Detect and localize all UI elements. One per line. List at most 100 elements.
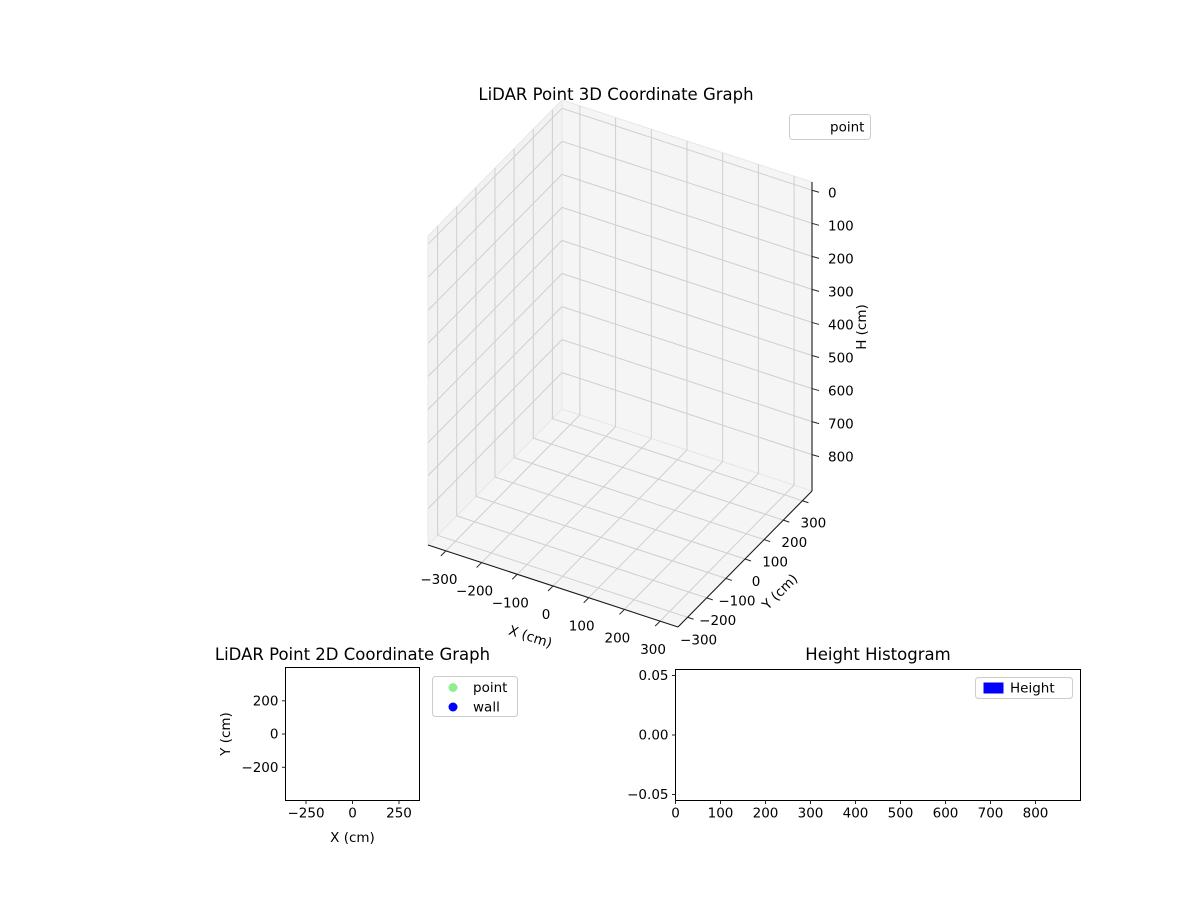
grid-line	[561, 107, 813, 191]
legend-patch-height-icon	[983, 682, 1004, 694]
z-tick	[811, 321, 820, 325]
grid-line	[427, 107, 563, 245]
z-tick	[811, 288, 820, 292]
grid-line	[427, 273, 563, 410]
x-tick-label: 500	[888, 806, 914, 822]
z-tick-label: 800	[828, 450, 854, 466]
x-tick-label: 250	[386, 806, 412, 822]
legend-frame	[789, 114, 871, 140]
x-tick	[476, 562, 482, 568]
x-tick-label: −250	[287, 806, 324, 822]
y-tick-label: 0	[270, 727, 279, 743]
grid-line	[427, 207, 563, 344]
y-tick-label: 0.05	[638, 668, 668, 684]
grid-line	[427, 240, 563, 377]
grid-line	[427, 140, 563, 278]
z-tick	[811, 355, 820, 358]
x-tick	[440, 550, 447, 557]
grid-line	[561, 372, 813, 456]
x-tick-label: 300	[798, 806, 824, 822]
grid-line	[533, 437, 784, 521]
z-tick-label: 0	[828, 185, 837, 201]
grid-line	[475, 495, 727, 579]
plot3d-title: LiDAR Point 3D Coordinate Graph	[478, 85, 753, 104]
legend-label-point: point	[473, 680, 507, 696]
y-tick	[802, 500, 809, 504]
legend-label-height: Height	[1010, 681, 1055, 697]
z-tick	[811, 388, 820, 392]
grid-line	[437, 534, 688, 618]
grid-line	[427, 174, 563, 311]
subplot-2d: −250 0 250 −200 0 200 LiDAR Point 2D Coordina…	[215, 645, 518, 846]
grid-line	[561, 173, 813, 257]
x-tick	[547, 585, 554, 592]
plot2d-frame	[285, 667, 420, 801]
z-tick	[811, 421, 820, 425]
plot3d-grid	[427, 105, 813, 622]
grid-line	[561, 273, 813, 356]
y-tick	[763, 539, 771, 543]
y-tick-label: −300	[680, 632, 717, 648]
grid-line	[427, 306, 563, 443]
z-tick-label: 700	[828, 417, 854, 433]
x-tick-label: 0	[671, 806, 680, 822]
x-tick-label: 200	[605, 630, 631, 646]
x-tick-label: −300	[420, 572, 457, 588]
x-tick-label: 100	[708, 806, 734, 822]
grid-line	[427, 339, 563, 476]
grid-line	[561, 140, 813, 224]
plot2d-title: LiDAR Point 2D Coordinate Graph	[215, 645, 490, 664]
z-tick	[811, 454, 820, 458]
grid-line	[456, 515, 707, 599]
plot3d-legend: point	[789, 114, 871, 140]
x-tick-label: 0	[348, 806, 357, 822]
y-tick-label: 300	[801, 516, 827, 532]
x-tick-label: −200	[456, 584, 493, 600]
plot3d-ticks: −300−200−1000100200300−300−200−100010020…	[420, 185, 853, 658]
plot3d-panes	[427, 98, 813, 628]
x-tick	[619, 609, 625, 615]
hist-legend: Height	[975, 677, 1073, 699]
y-tick-label: −200	[699, 613, 736, 629]
grid-line	[552, 418, 803, 502]
y-tick-label: 0	[752, 574, 761, 590]
x-tick-label: 300	[640, 642, 666, 658]
x-tick	[654, 620, 661, 627]
plot3d-zlabel: H (cm)	[854, 304, 870, 350]
legend-label-point: point	[830, 120, 864, 136]
subplot-histogram: 0 100 200 300 400 500 600 700 800 −0.05 0.00 0.05 H…	[627, 645, 1081, 822]
x-tick-label: 400	[843, 806, 869, 822]
plot2d-ticks: −250 0 250 −200 0 200	[241, 693, 411, 821]
z-tick-label: 100	[828, 218, 854, 234]
x-tick-label: 100	[569, 619, 595, 635]
z-tick-label: 200	[828, 251, 854, 267]
grid-line	[561, 306, 813, 390]
y-tick-label: 200	[253, 693, 279, 709]
z-tick-label: 300	[828, 284, 854, 300]
x-tick-label: 200	[753, 806, 779, 822]
z-tick-label: 500	[828, 351, 854, 367]
legend-marker-point-icon	[448, 683, 458, 692]
y-tick	[706, 597, 713, 601]
x-tick-label: 700	[978, 806, 1004, 822]
y-tick	[744, 558, 752, 562]
grid-line	[494, 476, 746, 560]
y-tick-label: 200	[781, 535, 807, 551]
subplot-3d: −300−200−1000100200300−300−200−100010020…	[420, 85, 871, 658]
y-tick-label: −100	[718, 593, 755, 609]
plot2d-ylabel: Y (cm)	[218, 712, 234, 757]
axes-frame	[285, 667, 420, 801]
hist-title: Height Histogram	[805, 645, 950, 664]
y-tick-label: −200	[241, 760, 278, 776]
z-tick-label: 400	[828, 318, 854, 334]
grid-line	[561, 240, 813, 323]
grid-line	[427, 372, 563, 509]
y-tick	[725, 577, 733, 581]
z-tick-label: 600	[828, 384, 854, 400]
y-tick-label: −0.05	[627, 787, 668, 803]
y-tick-label: 0.00	[638, 728, 668, 744]
z-tick	[811, 222, 820, 226]
x-tick-label: 800	[1023, 806, 1049, 822]
